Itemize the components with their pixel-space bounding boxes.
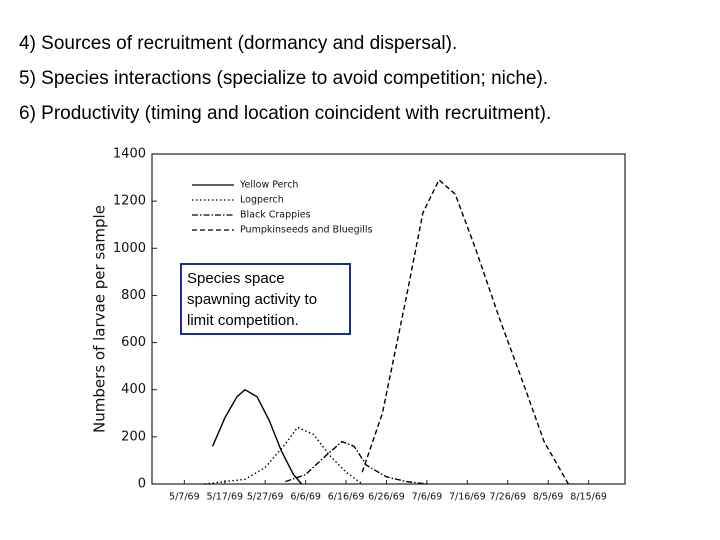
plot-frame <box>151 153 626 485</box>
x-tick-label: 6/16/69 <box>328 492 365 503</box>
x-tick-label: 7/16/69 <box>449 492 486 503</box>
y-tick-label: 1000 <box>113 241 146 256</box>
bullet-text: 4) Sources of recruitment (dormancy and … <box>19 33 458 54</box>
x-tick-label: 7/26/69 <box>489 492 526 503</box>
x-tick-label: 5/27/69 <box>247 492 284 503</box>
y-tick-label: 600 <box>121 335 146 350</box>
y-tick-label: 800 <box>121 288 146 303</box>
bullet-text: 6) Productivity (timing and location coi… <box>19 103 552 124</box>
y-tick-label: 0 <box>138 477 146 492</box>
callout: Species space spawning activity to limit… <box>180 263 351 335</box>
x-tick-label: 8/15/69 <box>570 492 607 503</box>
y-axis-label: Numbers of larvae per sample <box>91 205 109 433</box>
line <box>211 388 303 485</box>
y-tick-label: 1200 <box>113 194 146 209</box>
y-tick-label: 400 <box>121 382 146 397</box>
line <box>204 426 363 485</box>
x-tick-label: 7/6/69 <box>412 492 443 503</box>
y-tick-label: 1400 <box>113 147 146 162</box>
legend-label: Pumpkinseeds and Bluegills <box>240 225 373 236</box>
y-tick-label: 200 <box>121 429 146 444</box>
x-tick-label: 6/6/69 <box>290 492 321 503</box>
x-tick-label: 8/5/69 <box>533 492 564 503</box>
line <box>361 178 570 485</box>
x-tick-label: 5/17/69 <box>206 492 243 503</box>
x-tick-label: 5/7/69 <box>169 492 200 503</box>
line <box>285 440 427 485</box>
bullet-text: 5) Species interactions (specialize to a… <box>19 68 549 89</box>
legend-label: Yellow Perch <box>239 180 298 191</box>
x-tick-label: 6/26/69 <box>368 492 405 503</box>
legend-label: Logperch <box>240 195 284 206</box>
legend-label: Black Crappies <box>240 210 311 221</box>
